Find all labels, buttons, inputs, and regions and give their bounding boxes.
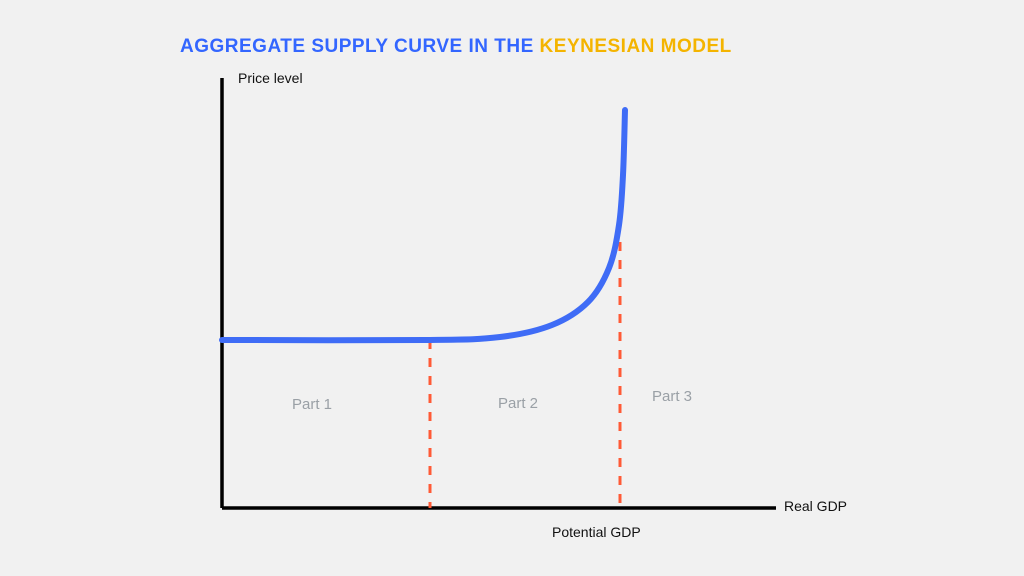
y-axis-label: Price level (238, 70, 303, 86)
chart-background (0, 0, 1024, 576)
x-axis-label: Real GDP (784, 498, 847, 514)
region-label-3: Part 3 (652, 388, 692, 405)
region-label-1: Part 1 (292, 396, 332, 413)
region-label-2: Part 2 (498, 395, 538, 412)
chart-title: AGGREGATE SUPPLY CURVE IN THE KEYNESIAN … (180, 36, 732, 58)
title-highlight: KEYNESIAN MODEL (540, 36, 732, 57)
chart-svg (0, 0, 1024, 576)
potential-gdp-label: Potential GDP (552, 524, 641, 540)
title-prefix: AGGREGATE SUPPLY CURVE IN THE (180, 36, 540, 57)
page: AGGREGATE SUPPLY CURVE IN THE KEYNESIAN … (0, 0, 1024, 576)
